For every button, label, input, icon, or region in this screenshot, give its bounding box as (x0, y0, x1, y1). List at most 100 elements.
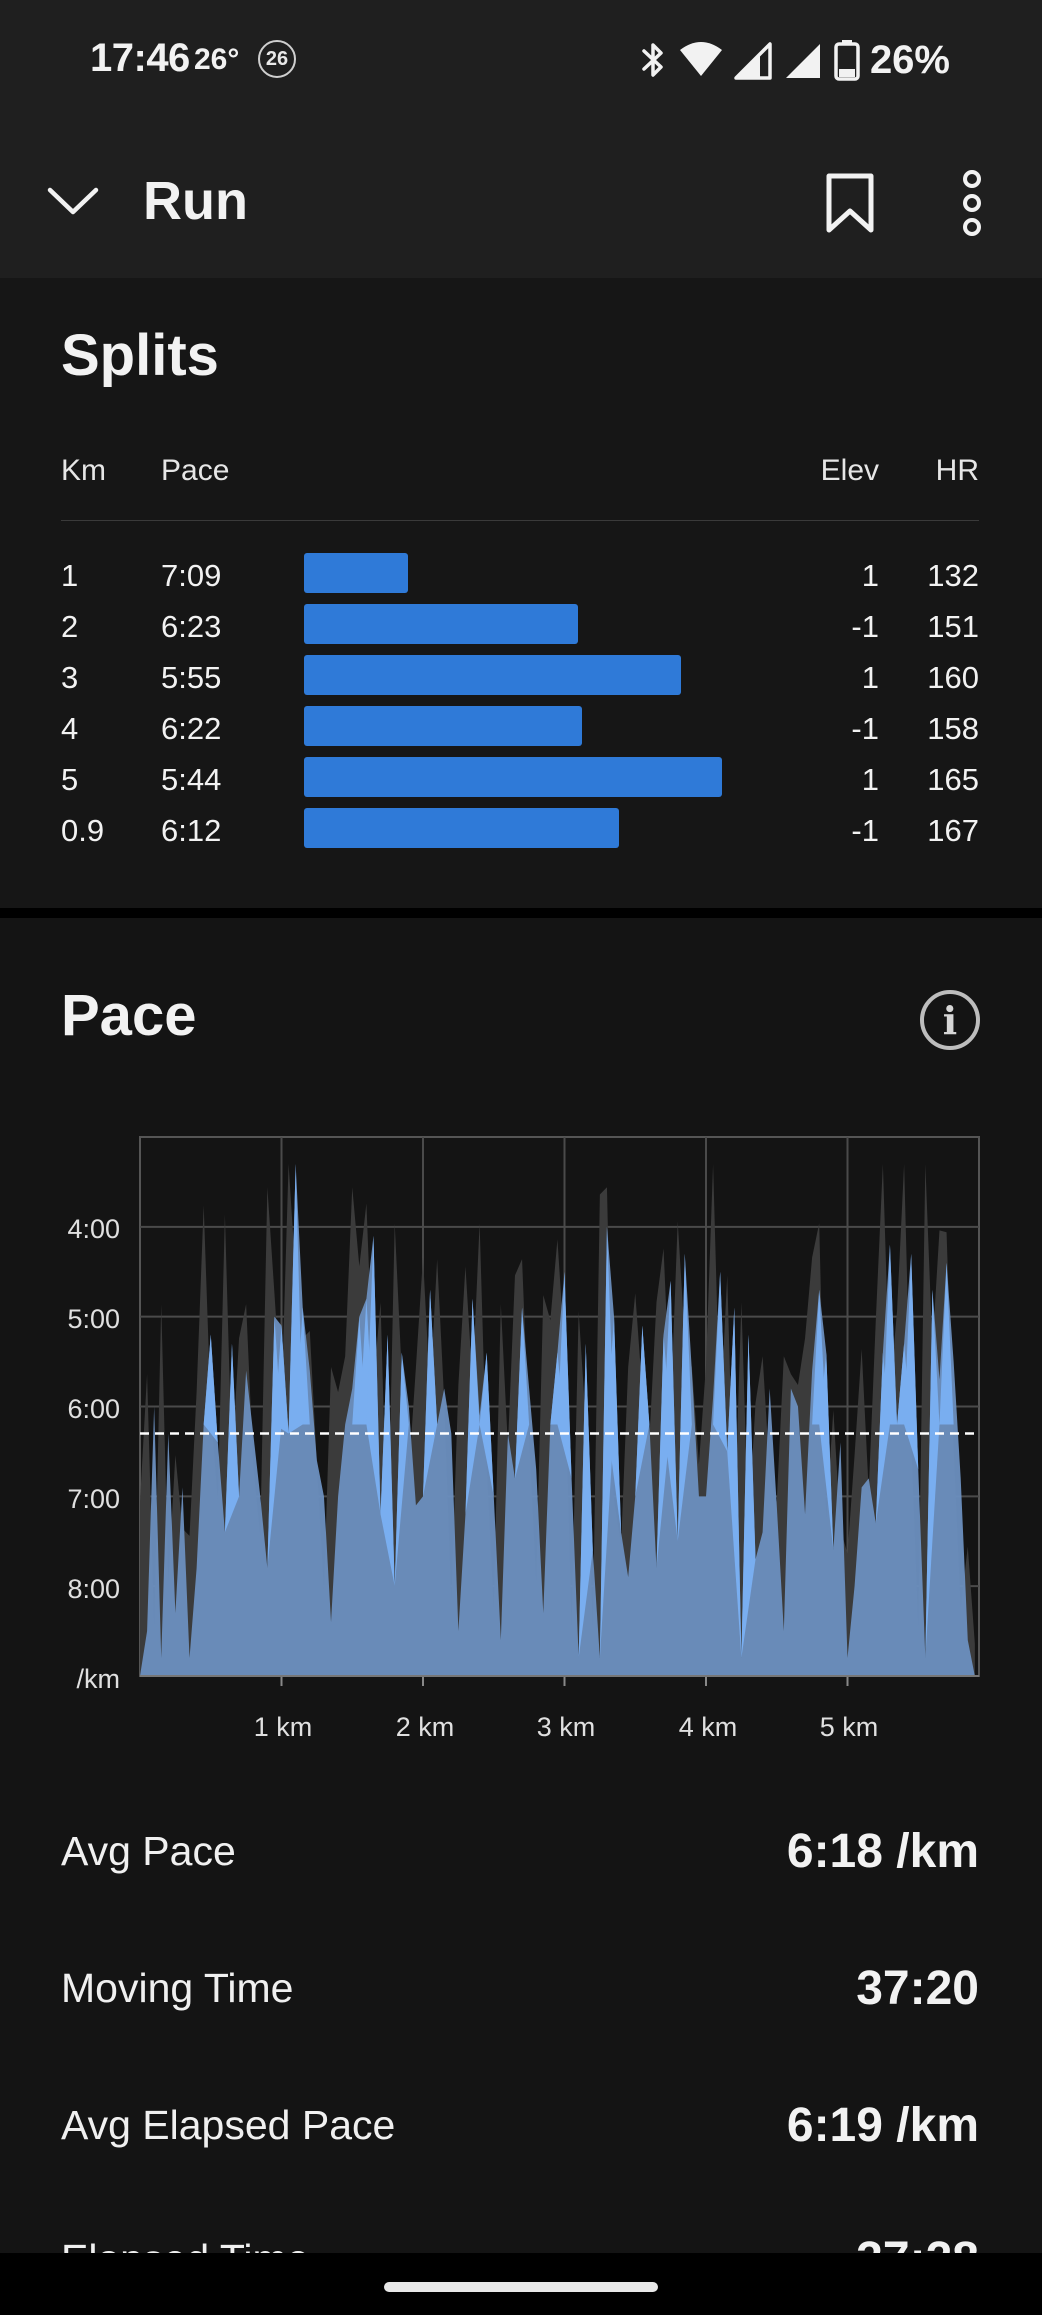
split-km: 2 (61, 609, 79, 644)
column-header-pace: Pace (161, 454, 230, 487)
status-temperature: 26° (194, 43, 240, 76)
split-hr: 167 (927, 813, 979, 848)
info-icon: i (942, 997, 958, 1043)
pace-peak (606, 1316, 622, 1533)
stat-value: 6:18 /km (786, 1825, 979, 1878)
split-pace: 5:44 (161, 762, 222, 797)
y-tick-label: 4:00 (67, 1214, 120, 1244)
signal-icon (734, 42, 772, 80)
split-km: 4 (61, 711, 79, 746)
pace-chart (139, 1136, 980, 1686)
split-row: 3 5:55 1 160 (0, 652, 1042, 703)
y-tick-label: 7:00 (67, 1484, 120, 1514)
split-pace: 7:09 (161, 558, 222, 593)
pace-peak (514, 1307, 530, 1479)
y-axis-unit-label: /km (76, 1664, 121, 1694)
split-elev: 1 (861, 660, 879, 695)
pace-peak (203, 1334, 218, 1443)
split-km: 5 (61, 762, 79, 797)
pace-peak (366, 1235, 381, 1515)
column-header-elev: Elev (820, 454, 879, 487)
pace-peak (423, 1289, 438, 1497)
split-pace: 6:12 (161, 813, 222, 848)
y-tick-label: 5:00 (67, 1304, 120, 1334)
pace-peak (224, 1343, 240, 1533)
pace-peak (557, 1271, 572, 1479)
status-bar: 17:46 26° 26 26% (0, 0, 1042, 120)
split-pace-bar (304, 706, 582, 746)
split-elev: -1 (851, 609, 879, 644)
pace-peak (741, 1334, 756, 1659)
x-tick-label: 2 km (395, 1712, 455, 1742)
status-time: 17:46 (90, 36, 190, 80)
app-bar: Run (0, 120, 1042, 278)
split-pace-bar (304, 808, 619, 848)
split-pace-bar (304, 553, 408, 593)
pace-peak (274, 1325, 289, 1434)
x-tick-label: 1 km (253, 1712, 313, 1742)
pace-peak (713, 1271, 728, 1452)
split-hr: 160 (927, 660, 979, 695)
split-row: 1 7:09 1 132 (0, 550, 1042, 601)
chevron-down-icon (47, 187, 99, 215)
split-row: 2 6:23 -1 151 (0, 601, 1042, 652)
split-elev: 1 (861, 558, 879, 593)
split-hr: 132 (927, 558, 979, 593)
stat-moving-time: Moving Time 37:20 (61, 1955, 979, 2025)
pace-peak (578, 1343, 593, 1659)
stat-avg-pace: Avg Pace 6:18 /km (61, 1818, 979, 1888)
x-tick-label: 4 km (678, 1712, 738, 1742)
x-tick-label: 5 km (819, 1712, 879, 1742)
more-vertical-icon (963, 170, 981, 236)
pace-peak (479, 1352, 494, 1497)
pace-peak (677, 1253, 692, 1542)
y-tick-label: 6:00 (67, 1394, 120, 1424)
stat-label: Avg Elapsed Pace (61, 2102, 396, 2148)
column-header-km: Km (61, 454, 106, 487)
pace-peak (882, 1244, 898, 1425)
battery-percent: 26% (869, 37, 950, 82)
pace-title: Pace (61, 983, 197, 1048)
navigation-bar (0, 2253, 1042, 2315)
stat-label: Moving Time (61, 1965, 294, 2011)
pace-peak (939, 1262, 954, 1425)
pace-section: Pace i 4:00 5:00 6:00 7:00 8:00 /km 1 km… (0, 918, 1042, 2286)
pace-peak (904, 1253, 919, 1470)
split-elev: -1 (851, 711, 879, 746)
pace-peak (465, 1298, 480, 1515)
battery-icon (834, 40, 860, 81)
home-gesture-handle[interactable] (384, 2282, 658, 2292)
wifi-icon (679, 42, 722, 76)
pace-peak (599, 1226, 615, 1659)
status-icons: 26% (628, 36, 950, 84)
more-options-button[interactable] (950, 164, 994, 242)
header-divider (61, 520, 979, 521)
pace-peak (727, 1307, 742, 1659)
splits-section: Splits Km Pace Elev HR 1 7:09 1 132 2 6:… (0, 278, 1042, 908)
pace-peak (819, 1352, 834, 1551)
stat-value: 37:20 (856, 1962, 979, 2015)
column-header-hr: HR (935, 454, 979, 487)
split-row: 0.9 6:12 -1 167 (0, 805, 1042, 856)
bookmark-icon (826, 173, 874, 233)
pace-peak (288, 1163, 303, 1434)
pace-peak (380, 1334, 395, 1587)
x-tick-label: 3 km (536, 1712, 596, 1742)
stat-avg-elapsed-pace: Avg Elapsed Pace 6:19 /km (61, 2092, 979, 2162)
bluetooth-icon (642, 43, 663, 77)
split-row: 5 5:44 1 165 (0, 754, 1042, 805)
split-pace-bar (304, 757, 722, 797)
pace-peak (663, 1280, 678, 1542)
section-divider (0, 908, 1042, 918)
pace-peak (295, 1307, 310, 1425)
split-pace: 6:23 (161, 609, 222, 644)
collapse-button[interactable] (40, 168, 106, 234)
split-row: 4 6:22 -1 158 (0, 703, 1042, 754)
split-hr: 158 (927, 711, 979, 746)
info-button[interactable]: i (920, 990, 980, 1050)
pace-peak (635, 1325, 650, 1497)
bookmark-button[interactable] (814, 164, 886, 242)
split-hr: 151 (927, 609, 979, 644)
split-km: 1 (61, 558, 79, 593)
pace-peak (925, 1289, 940, 1659)
